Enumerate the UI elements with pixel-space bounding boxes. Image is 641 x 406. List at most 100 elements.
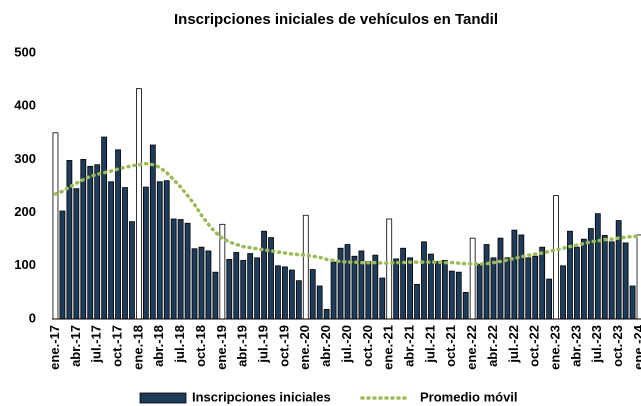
bar <box>532 255 539 320</box>
bar <box>608 241 615 320</box>
x-tick-label: oct.-20 <box>360 325 375 367</box>
bar <box>434 261 441 320</box>
bar <box>462 291 469 320</box>
bar <box>428 253 434 320</box>
bar <box>448 270 455 320</box>
x-tick-label: jul.-19 <box>256 325 271 364</box>
bar <box>407 257 413 320</box>
bar <box>386 218 393 320</box>
bar <box>546 278 553 320</box>
bar <box>525 257 532 320</box>
bar <box>233 252 240 320</box>
bar <box>94 164 101 320</box>
bar <box>421 241 427 320</box>
y-tick-label: 300 <box>14 151 36 166</box>
x-tick-label: abr.-19 <box>235 325 250 367</box>
legend-label: Promedio móvil <box>420 389 518 404</box>
bar <box>441 260 448 320</box>
x-tick-label: jul.-18 <box>172 325 187 364</box>
bar <box>129 221 135 320</box>
bar <box>400 247 407 320</box>
bar <box>330 261 337 320</box>
bar <box>414 284 420 320</box>
bar <box>226 259 233 320</box>
bar <box>149 144 156 320</box>
bar <box>553 195 559 320</box>
chart-title: Inscripciones iniciales de vehículos en … <box>174 11 498 28</box>
bar <box>87 165 94 320</box>
bar <box>73 188 80 320</box>
bar <box>170 218 177 320</box>
bar <box>490 257 497 320</box>
legend-swatch <box>139 392 187 404</box>
bar <box>393 258 400 320</box>
bar <box>184 222 191 320</box>
bar <box>476 263 483 320</box>
bar <box>518 234 525 320</box>
bar <box>636 234 641 320</box>
x-tick-label: ene.-22 <box>464 325 479 370</box>
bar <box>275 265 281 320</box>
x-tick-label: abr.-18 <box>151 325 166 367</box>
x-tick-label: ene.-24 <box>631 324 641 370</box>
bar <box>59 210 66 320</box>
bar <box>594 213 601 320</box>
x-tick-label: oct.-21 <box>443 325 458 367</box>
bar <box>136 88 142 320</box>
bar <box>560 265 566 320</box>
x-tick-label: oct.-18 <box>193 325 208 367</box>
y-tick-label: 200 <box>14 204 36 219</box>
x-tick-label: abr.-22 <box>485 325 500 367</box>
bar <box>581 238 587 320</box>
bar <box>288 269 295 320</box>
bar <box>511 229 518 320</box>
bar <box>574 246 580 320</box>
x-tick-label: abr.-20 <box>318 325 333 367</box>
bar <box>469 237 476 320</box>
bar <box>323 309 330 320</box>
bar <box>142 186 149 320</box>
bar <box>198 246 205 320</box>
bar <box>115 149 121 320</box>
legend-label: Inscripciones iniciales <box>192 389 331 404</box>
bar <box>379 277 386 320</box>
bar <box>247 253 254 320</box>
bar <box>455 271 462 320</box>
x-tick-label: jul.-17 <box>89 325 104 364</box>
bar <box>80 158 87 320</box>
x-tick-label: ene.-23 <box>548 325 563 370</box>
bar <box>567 230 573 320</box>
x-tick-label: oct.-23 <box>610 325 625 367</box>
bar <box>302 214 309 320</box>
x-tick-label: ene.-17 <box>47 325 62 370</box>
y-tick-label: 100 <box>14 257 36 272</box>
bar <box>177 219 184 320</box>
bar <box>240 260 247 320</box>
bar <box>212 271 219 320</box>
bar <box>344 244 351 320</box>
moving-average-line <box>53 161 641 266</box>
x-tick-label: oct.-19 <box>276 325 291 367</box>
x-tick-label: jul.-21 <box>422 325 437 364</box>
bar <box>101 136 108 320</box>
bar <box>52 132 59 320</box>
y-tick-label: 0 <box>29 310 36 325</box>
bar <box>156 181 163 320</box>
bar <box>295 280 302 320</box>
bar <box>122 187 128 320</box>
bar <box>337 247 344 320</box>
bar <box>163 180 170 320</box>
bar <box>601 235 608 320</box>
bar <box>629 285 636 320</box>
bar <box>539 246 546 320</box>
bar <box>622 242 629 320</box>
bar <box>483 244 490 320</box>
x-tick-label: jul.-20 <box>339 325 354 364</box>
bar <box>191 248 198 320</box>
bar <box>497 237 504 320</box>
bar <box>316 285 323 320</box>
x-tick-label: oct.-22 <box>527 325 542 367</box>
bar <box>282 266 288 320</box>
bar <box>205 250 212 320</box>
